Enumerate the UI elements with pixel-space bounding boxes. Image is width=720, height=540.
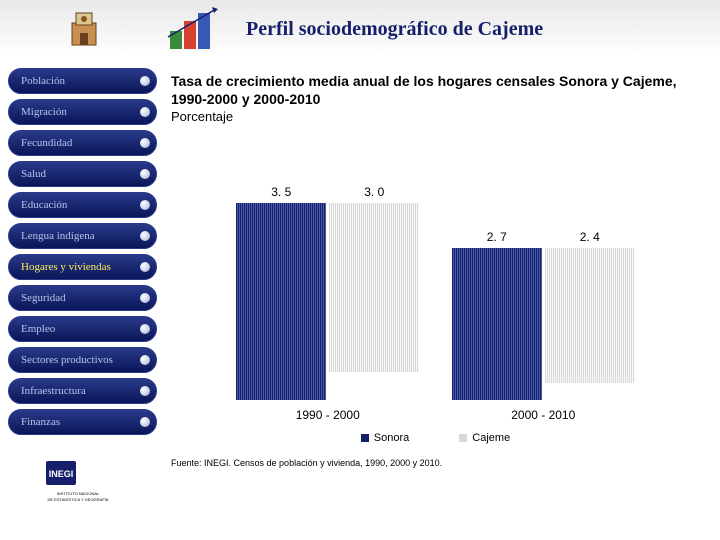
sidebar-item-educación[interactable]: Educación	[8, 192, 157, 218]
bullet-icon	[140, 231, 150, 241]
bar-cajeme: 3. 0	[329, 203, 419, 373]
legend-item: Cajeme	[459, 432, 510, 444]
sidebar-item-sectores-productivos[interactable]: Sectores productivos	[8, 347, 157, 373]
bullet-icon	[140, 107, 150, 117]
inegi-logo: INEGI INSTITUTO NACIONALDE ESTADÍSTICA Y …	[38, 455, 118, 505]
legend-item: Sonora	[361, 432, 409, 444]
sidebar-item-label: Migración	[21, 106, 67, 118]
sidebar-item-lengua-indígena[interactable]: Lengua indígena	[8, 223, 157, 249]
bar-sonora: 2. 7	[452, 248, 542, 401]
sidebar-item-fecundidad[interactable]: Fecundidad	[8, 130, 157, 156]
bullet-icon	[140, 138, 150, 148]
sidebar-item-label: Salud	[21, 168, 46, 180]
bar-cajeme: 2. 4	[545, 248, 635, 384]
page-title: Perfil sociodemográfico de Cajeme	[246, 18, 543, 41]
svg-text:DE ESTADÍSTICA Y GEOGRAFÍA: DE ESTADÍSTICA Y GEOGRAFÍA	[48, 497, 109, 502]
sidebar: Población Migración Fecundidad Salud Educaci…	[0, 58, 165, 540]
chart-legend: Sonora Cajeme	[171, 432, 700, 444]
bar-chart-icon	[166, 7, 226, 51]
sidebar-item-label: Lengua indígena	[21, 230, 95, 242]
sidebar-item-label: Sectores productivos	[21, 354, 113, 366]
sidebar-item-finanzas[interactable]: Finanzas	[8, 409, 157, 435]
legend-swatch-icon	[361, 434, 369, 442]
sidebar-item-infraestructura[interactable]: Infraestructura	[8, 378, 157, 404]
legend-label: Cajeme	[472, 432, 510, 444]
bullet-icon	[140, 355, 150, 365]
chart-subtitle: Porcentaje	[171, 109, 700, 124]
bullet-icon	[140, 417, 150, 427]
bar-value-label: 2. 4	[580, 230, 600, 244]
bullet-icon	[140, 386, 150, 396]
svg-text:INSTITUTO NACIONAL: INSTITUTO NACIONAL	[57, 491, 100, 496]
bullet-icon	[140, 200, 150, 210]
crest-icon	[60, 5, 108, 53]
sidebar-item-label: Población	[21, 75, 65, 87]
sidebar-item-label: Seguridad	[21, 292, 66, 304]
bar-chart: 3. 53. 02. 72. 4 1990 - 20002000 - 2010 …	[171, 150, 700, 440]
bullet-icon	[140, 324, 150, 334]
sidebar-item-label: Fecundidad	[21, 137, 72, 149]
main-content: Tasa de crecimiento media anual de los h…	[165, 58, 720, 540]
sidebar-item-label: Educación	[21, 199, 67, 211]
bar-value-label: 3. 0	[364, 185, 384, 199]
bar-value-label: 3. 5	[271, 185, 291, 199]
sidebar-item-empleo[interactable]: Empleo	[8, 316, 157, 342]
bar-group: 3. 53. 0	[236, 203, 419, 401]
legend-label: Sonora	[374, 432, 409, 444]
sidebar-item-seguridad[interactable]: Seguridad	[8, 285, 157, 311]
x-axis-label: 2000 - 2010	[511, 408, 575, 422]
bullet-icon	[140, 169, 150, 179]
bar-group: 2. 72. 4	[452, 248, 635, 401]
sidebar-item-label: Infraestructura	[21, 385, 86, 397]
bar-sonora: 3. 5	[236, 203, 326, 401]
legend-swatch-icon	[459, 434, 467, 442]
sidebar-item-label: Empleo	[21, 323, 55, 335]
header: Perfil sociodemográfico de Cajeme	[0, 0, 720, 58]
sidebar-item-hogares-y-viviendas[interactable]: Hogares y viviendas	[8, 254, 157, 280]
bar-value-label: 2. 7	[487, 230, 507, 244]
sidebar-item-salud[interactable]: Salud	[8, 161, 157, 187]
bullet-icon	[140, 76, 150, 86]
x-axis-label: 1990 - 2000	[296, 408, 360, 422]
sidebar-item-migración[interactable]: Migración	[8, 99, 157, 125]
svg-text:INEGI: INEGI	[49, 469, 74, 479]
chart-source: Fuente: INEGI. Censos de población y viv…	[171, 458, 700, 468]
bullet-icon	[140, 293, 150, 303]
sidebar-item-label: Finanzas	[21, 416, 60, 428]
chart-title: Tasa de crecimiento media anual de los h…	[171, 72, 700, 108]
bullet-icon	[140, 262, 150, 272]
sidebar-item-población[interactable]: Población	[8, 68, 157, 94]
sidebar-item-label: Hogares y viviendas	[21, 261, 111, 273]
